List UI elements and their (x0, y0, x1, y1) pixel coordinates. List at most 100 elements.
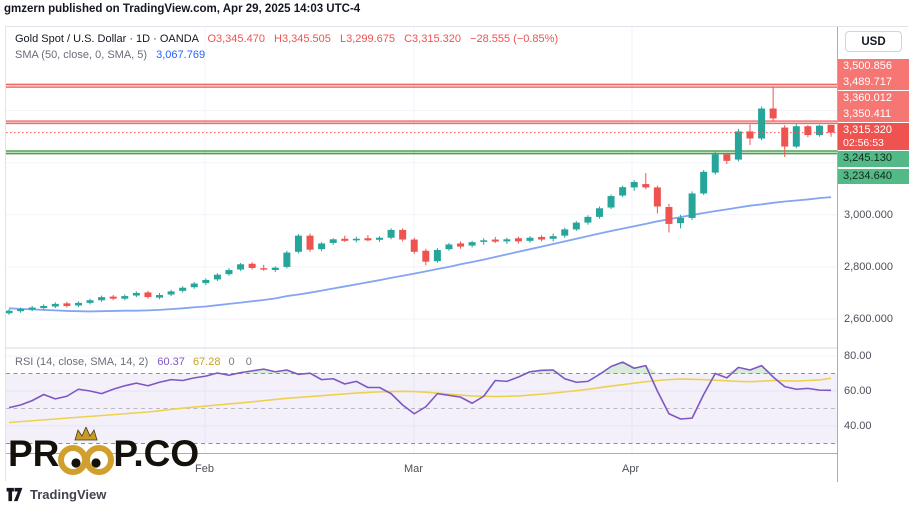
candle-body (711, 154, 719, 173)
candle-body (225, 270, 233, 275)
last-price-value: 3,315.320 (843, 124, 892, 136)
support-price-label: 3,234.640 (838, 168, 909, 184)
candle-body (584, 216, 592, 223)
candle-body (491, 239, 499, 242)
resistance-zone (6, 84, 837, 88)
candle-body (28, 307, 36, 310)
grid-layer (6, 27, 837, 453)
ohlc-change: −28.555 (−0.85%) (470, 33, 559, 45)
support-zone (6, 150, 837, 154)
rsi-line (8, 361, 832, 420)
candle-body (364, 238, 372, 241)
candle-body (40, 305, 48, 309)
rsi-ma-line (8, 377, 832, 424)
candle-body (433, 249, 441, 262)
candle-body (457, 243, 465, 247)
symbol-legend[interactable]: Gold Spot / U.S. Dollar · 1D · OANDA O3,… (15, 33, 558, 45)
resistance-price-label: 3,350.411 (838, 106, 909, 122)
time-axis[interactable]: Feb Mar Apr (6, 453, 909, 481)
candle-body (74, 302, 82, 306)
bar-countdown: 02:56:53 (843, 137, 884, 149)
candle-body (781, 127, 789, 147)
candle-body (167, 291, 175, 295)
watermark-text-left: PR (8, 433, 60, 474)
candle-body (653, 187, 661, 207)
candle-body (410, 239, 418, 252)
candle-body (607, 196, 615, 208)
candle-body (561, 229, 569, 236)
rsi-legend[interactable]: RSI (14, close, SMA, 14, 2) 60.37 67.28 … (15, 356, 256, 368)
candle-body (526, 237, 534, 241)
rsi-axis-tick: 60.00 (844, 385, 872, 397)
candle-body (746, 131, 754, 139)
candle-body (202, 279, 210, 284)
candle-body (792, 126, 800, 147)
candle-body (306, 235, 314, 250)
candle-body (6, 310, 13, 314)
candle-body (248, 263, 256, 268)
ohlc-open: O3,345.470 (207, 33, 265, 45)
rsi-label: RSI (14, close, SMA, 14, 2) (15, 356, 149, 368)
time-axis-label: Feb (195, 463, 214, 475)
rsi-axis-tick: 80.00 (844, 350, 872, 362)
candle-body (318, 243, 326, 250)
candle-body (190, 283, 198, 288)
owl-eyes-crown-icon (58, 427, 115, 475)
candle-body (237, 264, 245, 270)
candle-body (480, 240, 488, 242)
price-scale[interactable]: USD 3,000.000 2,800.000 2,600.000 80.00 60.0… (837, 27, 909, 482)
rsi-value: 60.37 (157, 356, 185, 368)
footer-brand-text: TradingView (30, 487, 107, 502)
chart-plot-area[interactable]: Gold Spot / U.S. Dollar · 1D · OANDA O3,… (6, 27, 837, 475)
candle-body (341, 238, 349, 241)
tradingview-logo-icon (6, 487, 23, 502)
candle-body (156, 295, 164, 298)
sma-label: SMA (50, close, 0, SMA, 5) (15, 49, 148, 61)
last-price-label: 3,315.320 02:56:53 (838, 123, 909, 150)
candle-body (549, 236, 557, 239)
resistance-price-label: 3,360.012 (838, 91, 909, 107)
candle-body (804, 126, 812, 136)
candle-body (17, 309, 25, 312)
zones-layer (6, 83, 837, 155)
rsi-overbought-fill (9, 362, 832, 374)
currency-button[interactable]: USD (845, 31, 902, 52)
candle-body (769, 108, 777, 119)
candle-body (213, 274, 221, 280)
sma-line (8, 196, 832, 313)
propco-watermark-logo: PR P.CO (8, 426, 199, 476)
sma-legend[interactable]: SMA (50, close, 0, SMA, 5) 3,067.769 (15, 49, 205, 61)
candle-body (815, 125, 823, 136)
candle-body (688, 193, 696, 218)
candle-body (734, 131, 742, 160)
candle-body (665, 206, 673, 224)
candle-body (758, 108, 766, 139)
resistance-price-label: 3,489.717 (838, 74, 909, 90)
rsi-axis-tick: 40.00 (844, 420, 872, 432)
candle-body (595, 208, 603, 217)
candle-body (132, 292, 140, 296)
candle-body (630, 181, 638, 188)
candle-body (352, 238, 360, 241)
candle-body (642, 184, 650, 188)
candle-body (538, 236, 546, 240)
candle-body (63, 303, 71, 306)
candle-body (294, 235, 302, 252)
candle-body (445, 244, 453, 250)
sma-value: 3,067.769 (156, 49, 206, 61)
candle-body (723, 154, 731, 161)
publish-info: gmzern published on TradingView.com, Apr… (4, 3, 361, 15)
candle-body (260, 268, 268, 270)
watermark-text-right: P.CO (113, 433, 200, 474)
candle-body (98, 297, 106, 301)
rsi-extra-values: 0 0 (228, 356, 256, 368)
candle-body (109, 296, 117, 299)
candle-body (375, 237, 383, 240)
chart-canvas[interactable] (6, 27, 837, 453)
candle-body (121, 296, 129, 299)
candle-body (51, 303, 59, 307)
candle-body (179, 287, 187, 291)
resistance-zone (6, 121, 837, 124)
candle-body (387, 229, 395, 238)
